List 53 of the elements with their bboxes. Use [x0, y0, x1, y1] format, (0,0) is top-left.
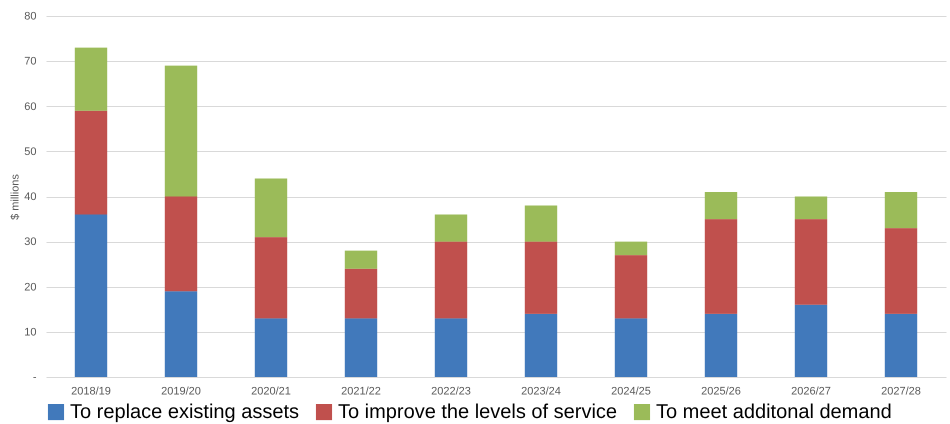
bar — [434, 318, 468, 377]
bar — [164, 291, 198, 377]
x-tick-label: 2025/26 — [701, 386, 741, 398]
bar — [794, 304, 828, 377]
legend-label: To meet additonal demand — [656, 401, 892, 423]
bar — [884, 192, 918, 228]
bar — [434, 214, 468, 242]
bar — [254, 178, 288, 238]
legend-label: To improve the levels of service — [338, 401, 618, 423]
y-tick-label: 50 — [24, 146, 36, 158]
bar — [74, 214, 108, 377]
bar — [794, 196, 828, 220]
bar — [434, 242, 468, 318]
bar — [614, 318, 648, 377]
bar — [614, 242, 648, 256]
bar — [524, 242, 558, 314]
bar — [524, 314, 558, 377]
x-tick-label: 2024/25 — [611, 386, 651, 398]
bar — [254, 237, 288, 318]
bar — [614, 255, 648, 318]
bar — [704, 192, 738, 220]
bar — [164, 66, 198, 196]
y-tick-label: 10 — [24, 326, 36, 338]
legend-label: To replace existing assets — [70, 401, 300, 423]
x-tick-label: 2026/27 — [791, 386, 831, 398]
x-tick-label: 2027/28 — [881, 386, 921, 398]
x-tick-label: 2019/20 — [161, 386, 201, 398]
bar — [344, 250, 378, 269]
y-tick-label: 30 — [24, 236, 36, 248]
y-tick-label: 20 — [24, 281, 36, 294]
bar — [884, 314, 918, 377]
bar — [884, 228, 918, 314]
x-tick-label: 2018/19 — [71, 386, 111, 398]
bar — [254, 318, 288, 377]
y-tick-label: 70 — [24, 56, 36, 68]
x-tick-label: 2020/21 — [251, 386, 291, 398]
x-tick-label: 2023/24 — [521, 386, 561, 398]
bar — [344, 318, 378, 377]
y-tick-label: 40 — [24, 191, 36, 203]
bar — [74, 48, 108, 111]
bar — [524, 206, 558, 242]
bar — [794, 219, 828, 305]
bar — [704, 314, 738, 377]
x-tick-label: 2022/23 — [431, 386, 471, 398]
y-tick-label: - — [32, 372, 37, 384]
bar — [344, 268, 378, 318]
bar — [704, 219, 738, 314]
y-tick-label: 60 — [24, 100, 36, 113]
bar — [74, 110, 108, 215]
y-axis-title: $ millions — [9, 174, 22, 220]
bar — [164, 196, 198, 292]
x-tick-label: 2021/22 — [341, 386, 381, 398]
y-tick-label: 80 — [24, 10, 36, 22]
